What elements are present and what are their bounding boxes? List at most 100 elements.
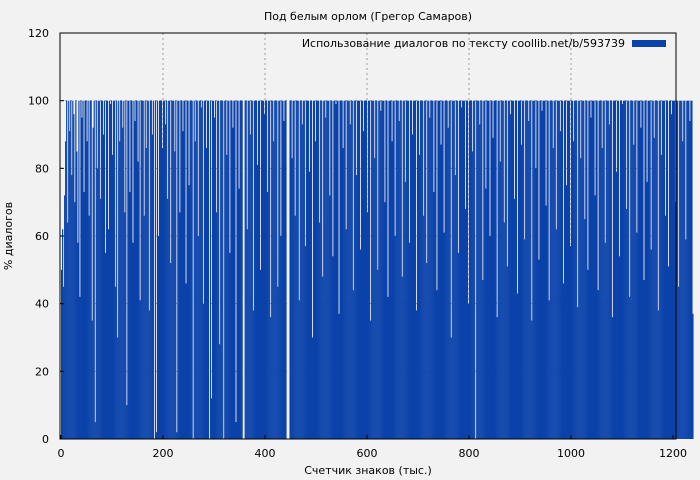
bar xyxy=(619,100,622,440)
bar xyxy=(594,195,596,439)
bar xyxy=(531,320,533,439)
bar xyxy=(110,100,113,440)
bar xyxy=(262,100,265,440)
bar xyxy=(465,100,468,440)
bar xyxy=(493,100,495,440)
bar xyxy=(359,249,362,439)
bar xyxy=(436,290,438,439)
bar xyxy=(564,100,567,440)
bar xyxy=(278,100,280,440)
bar xyxy=(687,100,689,440)
bar xyxy=(499,161,501,439)
bar xyxy=(420,100,422,440)
x-tick-label: 200 xyxy=(153,447,174,460)
bar xyxy=(93,100,95,440)
bar xyxy=(175,100,177,440)
bar xyxy=(453,100,455,440)
bar xyxy=(581,100,583,440)
bar xyxy=(688,100,690,440)
bar xyxy=(140,100,142,440)
bar xyxy=(371,100,373,440)
bar xyxy=(553,100,555,440)
bar xyxy=(404,181,406,439)
bar xyxy=(655,100,657,440)
bar xyxy=(450,337,452,439)
bar xyxy=(502,100,504,440)
bar xyxy=(583,100,585,440)
bar xyxy=(237,100,239,440)
bar xyxy=(624,100,626,440)
bar xyxy=(367,212,369,439)
bar xyxy=(300,100,302,440)
bar xyxy=(625,100,627,440)
bar xyxy=(558,100,560,440)
bar xyxy=(602,100,604,440)
bar xyxy=(255,100,257,440)
bar xyxy=(503,222,505,439)
bar xyxy=(165,124,167,439)
bar xyxy=(347,100,349,440)
bar xyxy=(139,300,141,439)
bar xyxy=(473,100,475,440)
bar xyxy=(238,188,240,439)
bar xyxy=(535,168,537,439)
bar xyxy=(372,100,374,440)
bar xyxy=(336,100,338,440)
bar xyxy=(518,100,521,440)
bar xyxy=(423,215,425,439)
bar xyxy=(551,100,553,440)
bar xyxy=(274,100,276,440)
bar xyxy=(400,100,402,440)
bar xyxy=(556,100,558,440)
bar xyxy=(325,117,327,439)
y-axis-label: % диалогов xyxy=(2,202,15,270)
bar xyxy=(405,100,407,440)
bar xyxy=(643,279,645,439)
bar xyxy=(514,100,517,440)
bar xyxy=(121,100,123,440)
bar xyxy=(179,212,181,439)
bar xyxy=(215,100,217,440)
bar xyxy=(109,104,112,440)
y-tick-label: 100 xyxy=(28,95,49,108)
bar xyxy=(270,317,272,439)
bar xyxy=(338,313,340,439)
bar xyxy=(491,100,493,440)
bar xyxy=(658,100,660,440)
bar xyxy=(362,131,365,439)
bar xyxy=(685,239,687,439)
bar xyxy=(199,100,201,440)
bar xyxy=(272,100,274,440)
y-tick-label: 120 xyxy=(28,27,49,40)
bar xyxy=(283,120,285,439)
bar xyxy=(430,100,432,440)
bar xyxy=(584,219,586,439)
bar xyxy=(78,100,80,440)
bar xyxy=(427,100,429,440)
bar xyxy=(85,100,87,440)
bar xyxy=(524,239,526,439)
bar xyxy=(580,158,582,439)
bar xyxy=(266,100,268,440)
bar xyxy=(496,317,498,439)
bar xyxy=(483,100,485,440)
bars xyxy=(61,100,694,440)
bar xyxy=(683,100,685,440)
bar xyxy=(341,100,343,440)
bar xyxy=(620,100,623,440)
bar xyxy=(204,100,206,440)
bar xyxy=(256,164,259,439)
bar xyxy=(112,154,114,440)
bar xyxy=(549,100,551,440)
bar xyxy=(454,175,456,439)
bar xyxy=(392,100,394,440)
bar xyxy=(669,100,672,440)
bar xyxy=(615,171,618,439)
bar xyxy=(342,148,344,439)
bar xyxy=(88,215,90,439)
bar xyxy=(321,100,323,440)
bar xyxy=(354,100,356,440)
bar xyxy=(446,100,448,440)
bar xyxy=(562,283,565,439)
x-tick-label: 600 xyxy=(357,447,378,460)
